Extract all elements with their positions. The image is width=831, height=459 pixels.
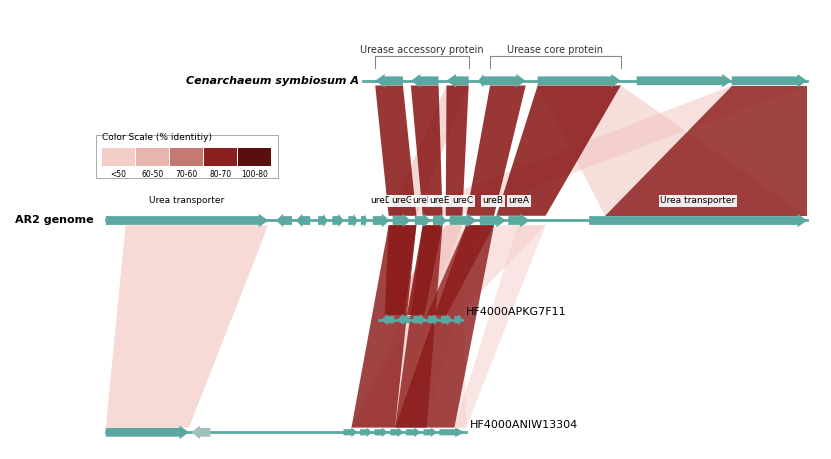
Polygon shape [426, 225, 494, 315]
Polygon shape [318, 214, 327, 227]
Polygon shape [426, 225, 545, 315]
Text: ureF: ureF [413, 196, 433, 205]
Polygon shape [455, 225, 545, 428]
Polygon shape [455, 314, 462, 325]
Polygon shape [352, 225, 416, 428]
Polygon shape [296, 214, 310, 227]
Polygon shape [395, 225, 479, 428]
Text: ureB: ureB [482, 196, 504, 205]
Polygon shape [348, 214, 358, 227]
Polygon shape [424, 428, 437, 437]
Text: Urease core protein: Urease core protein [508, 45, 603, 55]
Text: <50: <50 [111, 170, 126, 179]
Bar [204, 148, 238, 167]
Text: ureG: ureG [391, 196, 413, 205]
Polygon shape [391, 428, 404, 437]
Text: HF4000ANIW13304: HF4000ANIW13304 [470, 420, 578, 430]
Polygon shape [395, 225, 443, 428]
Polygon shape [376, 74, 403, 88]
Bar [136, 148, 170, 167]
Polygon shape [637, 74, 732, 88]
Polygon shape [106, 425, 189, 439]
Polygon shape [191, 425, 210, 439]
Polygon shape [397, 314, 410, 325]
Polygon shape [406, 428, 421, 437]
Polygon shape [361, 214, 367, 227]
Polygon shape [426, 225, 479, 315]
Polygon shape [589, 214, 807, 227]
Polygon shape [373, 214, 390, 227]
Polygon shape [479, 214, 506, 227]
Polygon shape [381, 314, 394, 325]
Polygon shape [445, 85, 469, 216]
Text: 100-80: 100-80 [241, 170, 268, 179]
Polygon shape [392, 214, 411, 227]
Text: 80-70: 80-70 [209, 170, 232, 179]
Text: 60-50: 60-50 [141, 170, 164, 179]
Polygon shape [509, 214, 529, 227]
Text: Cenarchaeum symbiosum A: Cenarchaeum symbiosum A [186, 76, 359, 86]
Polygon shape [360, 428, 372, 437]
Polygon shape [440, 428, 465, 437]
Polygon shape [428, 314, 439, 325]
Text: ureA: ureA [509, 196, 529, 205]
Polygon shape [538, 85, 807, 216]
Polygon shape [385, 225, 416, 315]
Polygon shape [415, 214, 430, 227]
Polygon shape [385, 225, 462, 315]
Polygon shape [413, 314, 426, 325]
Bar [238, 148, 272, 167]
Polygon shape [466, 85, 526, 216]
Polygon shape [441, 314, 452, 325]
Polygon shape [375, 428, 388, 437]
Text: 70-60: 70-60 [175, 170, 198, 179]
Polygon shape [343, 428, 358, 437]
Bar [170, 148, 204, 167]
Polygon shape [407, 225, 443, 315]
Text: Urea transporter: Urea transporter [149, 196, 224, 205]
Polygon shape [605, 85, 807, 216]
Polygon shape [496, 85, 621, 216]
Polygon shape [433, 214, 446, 227]
Polygon shape [395, 85, 807, 216]
Text: AR2 genome: AR2 genome [15, 215, 94, 225]
Polygon shape [332, 214, 343, 227]
Polygon shape [490, 74, 526, 88]
Polygon shape [106, 214, 268, 227]
Text: HF4000APKG7F11: HF4000APKG7F11 [466, 308, 567, 317]
Text: ureD: ureD [371, 196, 392, 205]
Polygon shape [276, 214, 292, 227]
Polygon shape [426, 225, 466, 428]
Polygon shape [376, 85, 416, 216]
Bar [102, 148, 135, 167]
Polygon shape [450, 214, 477, 227]
Polygon shape [395, 225, 494, 428]
Text: ureE: ureE [430, 196, 450, 205]
Text: Urease accessory protein: Urease accessory protein [360, 45, 484, 55]
Polygon shape [389, 85, 469, 216]
Polygon shape [478, 74, 490, 88]
Polygon shape [538, 74, 621, 88]
Polygon shape [106, 225, 268, 428]
Polygon shape [352, 225, 479, 428]
Polygon shape [411, 85, 443, 216]
Bar [96, 135, 278, 178]
Polygon shape [411, 74, 439, 88]
Text: Color Scale (% identitiy): Color Scale (% identitiy) [102, 133, 212, 142]
Polygon shape [732, 74, 807, 88]
Text: Urea transporter: Urea transporter [660, 196, 735, 205]
Text: ureC: ureC [453, 196, 474, 205]
Polygon shape [446, 74, 469, 88]
Polygon shape [352, 225, 462, 428]
